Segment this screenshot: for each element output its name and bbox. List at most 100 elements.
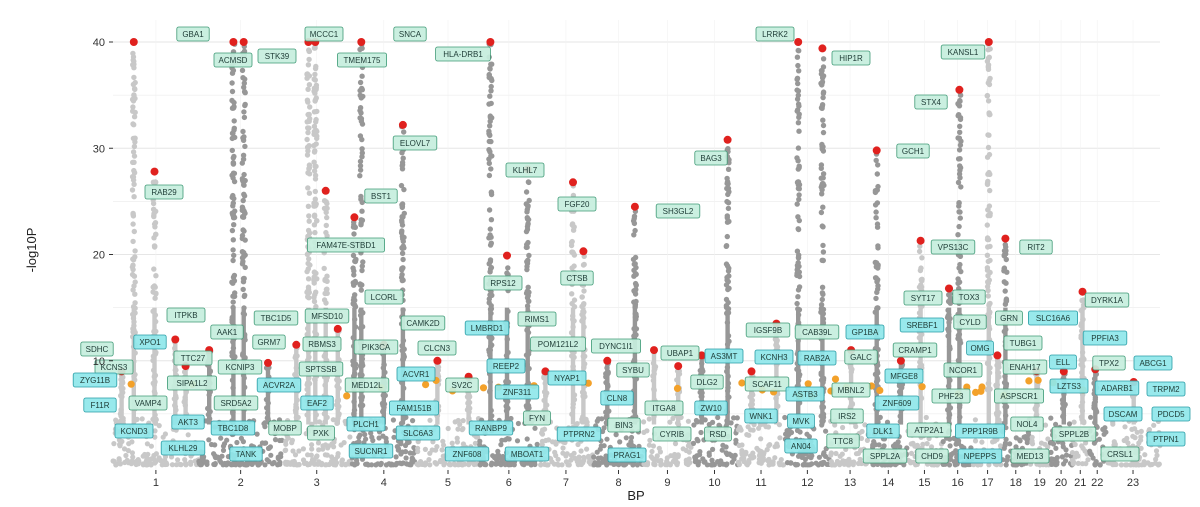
snp-point	[122, 459, 128, 466]
snp-point-peak	[357, 167, 364, 173]
snp-point-peak	[131, 74, 137, 81]
snp-point	[914, 442, 921, 448]
snp-point	[837, 462, 843, 468]
snp-point-peak	[820, 249, 827, 255]
snp-point-peak	[152, 179, 159, 185]
snp-point-peak	[311, 88, 317, 94]
snp-column	[543, 371, 548, 425]
snp-point	[313, 454, 319, 460]
snp-point-peak	[985, 293, 991, 299]
snp-point	[555, 456, 561, 462]
snp-point-peak	[958, 184, 964, 190]
gene-label-text: CYLD	[959, 318, 981, 327]
gene-label-box	[114, 423, 154, 439]
snp-point	[1110, 460, 1116, 466]
snp-point	[829, 462, 835, 468]
gene-label-text: SDHC	[86, 345, 109, 354]
snp-point-peak	[131, 194, 137, 200]
snp-point-peak	[229, 279, 235, 285]
snp-point	[218, 435, 224, 441]
gene-label-box	[906, 422, 952, 438]
snp-point	[1112, 441, 1118, 447]
snp-point-peak	[358, 222, 364, 228]
snp-point	[833, 450, 839, 457]
snp-point-peak	[131, 181, 137, 187]
gene-label-text: LZTS3	[1057, 382, 1082, 391]
lead-snp-point	[697, 351, 706, 360]
snp-column	[400, 307, 406, 425]
snp-point-peak	[313, 116, 319, 123]
snp-point	[111, 441, 117, 447]
suggestive-snp-point	[584, 379, 592, 387]
snp-point	[449, 440, 455, 446]
snp-point-peak	[819, 296, 825, 303]
snp-point	[398, 451, 404, 457]
snp-point	[697, 452, 703, 458]
snp-point	[574, 421, 580, 427]
snp-point	[782, 414, 788, 421]
snp-column	[874, 307, 879, 425]
gene-label-box	[1082, 330, 1128, 346]
gene-label-text: ELL	[1056, 358, 1071, 367]
gene-label-box	[364, 188, 398, 204]
snp-point	[598, 455, 604, 461]
snp-point	[289, 440, 295, 446]
snp-point	[1042, 422, 1049, 428]
gene-label-text: MBNL2	[838, 386, 865, 395]
snp-point-peak	[631, 261, 637, 267]
snp-point-peak	[795, 269, 801, 275]
gene-label: SPTSSB	[298, 361, 344, 377]
gene-label-box	[256, 377, 302, 393]
snp-point-peak	[525, 204, 531, 210]
snp-point	[473, 434, 479, 440]
gene-label: CTSB	[560, 270, 594, 286]
gene-label-box	[903, 290, 943, 306]
snp-point	[402, 442, 409, 449]
lead-snp-point	[1001, 234, 1010, 243]
gene-label: WNK1	[744, 408, 778, 424]
snp-point-peak	[314, 218, 320, 224]
snp-point-peak	[306, 256, 312, 262]
snp-point-peak	[524, 226, 531, 233]
gene-label-text: SNCA	[399, 30, 422, 39]
gene-label: POM121L2	[530, 336, 586, 352]
snp-point	[613, 461, 619, 467]
gene-label-text: VAMP4	[135, 399, 162, 408]
snp-column	[651, 350, 657, 425]
gene-label-box	[268, 420, 302, 436]
gene-label-box	[166, 307, 206, 323]
snp-point	[601, 443, 607, 449]
snp-point-peak	[229, 80, 235, 86]
snp-point	[429, 447, 435, 453]
snp-point	[113, 462, 119, 468]
snp-point	[407, 450, 413, 456]
snp-point	[144, 441, 150, 447]
snp-point	[1088, 414, 1094, 420]
gene-label-text: VPS13C	[938, 243, 969, 252]
gene-label-text: SV2C	[452, 381, 473, 390]
gene-label-text: STK39	[265, 52, 290, 61]
snp-point-peak	[873, 215, 879, 221]
snp-point	[262, 462, 268, 468]
snp-point	[1134, 429, 1140, 435]
gene-label-box	[435, 46, 491, 62]
snp-point-peak	[241, 89, 248, 95]
gene-label-text: PRAG1	[613, 451, 641, 460]
gene-label-text: RBMS3	[308, 340, 336, 349]
gene-label-box	[252, 334, 286, 350]
snp-point-peak	[241, 293, 247, 300]
snp-point	[750, 450, 756, 456]
snp-point	[1002, 440, 1009, 446]
gene-label: HLA-DRB1	[435, 46, 491, 62]
snp-point	[1139, 462, 1145, 468]
snp-point-peak	[488, 83, 494, 90]
snp-point	[477, 442, 483, 448]
y-axis-title: -log10P	[24, 228, 39, 273]
snp-point	[414, 461, 420, 467]
snp-point	[564, 451, 570, 457]
snp-point-peak	[357, 281, 363, 287]
gene-label: SPPL2A	[862, 448, 908, 464]
gene-label: RIT2	[1019, 239, 1053, 255]
snp-point	[657, 458, 663, 464]
snp-point-peak	[231, 118, 237, 124]
